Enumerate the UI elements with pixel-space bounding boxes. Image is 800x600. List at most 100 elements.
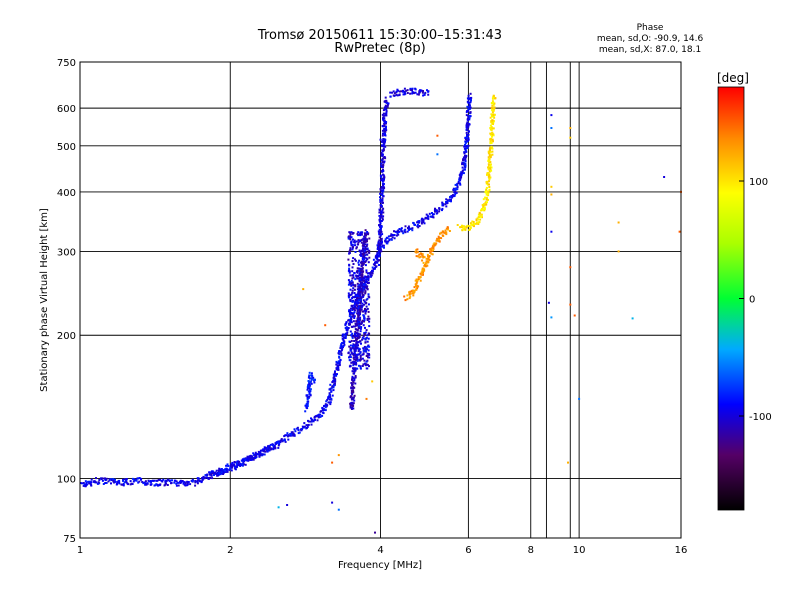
echo-point [319,415,322,418]
echo-point [345,332,347,335]
echo-point [171,479,173,482]
echo-point [347,292,350,295]
echo-point [308,385,311,388]
echo-point [355,354,358,356]
echo-point [381,233,384,236]
echo-point [366,231,369,233]
echo-point [359,354,362,357]
echo-point [316,419,319,422]
echo-point [391,91,393,94]
echo-point [358,336,361,338]
echo-point [358,284,361,287]
echo-point [411,227,414,230]
echo-point [426,89,428,92]
echo-point [569,127,572,129]
echo-point [352,345,355,348]
echo-point [395,93,398,96]
echo-point [359,356,362,359]
echo-point [361,291,364,294]
echo-point [368,317,371,320]
echo-point [352,368,355,371]
echo-point [352,296,354,299]
echo-point [358,289,361,291]
echo-point [161,480,164,483]
echo-point [217,474,219,477]
echo-point [360,306,363,309]
echo-point [97,481,100,484]
echo-point [183,481,186,484]
echo-point [362,349,365,352]
echo-point [329,395,332,398]
echo-point [214,471,217,474]
echo-point [365,257,368,260]
echo-point [360,269,363,272]
echo-point [357,344,359,347]
echo-point [383,134,386,136]
echo-point [105,482,108,484]
echo-point [415,255,418,258]
echo-point [392,234,395,237]
echo-point [420,252,423,255]
echo-point [489,164,492,167]
echo-point [446,226,449,229]
echo-point [355,303,358,306]
echo-point [366,288,369,291]
echo-point [351,289,354,292]
echo-point [353,379,356,382]
echo-point [430,248,433,251]
echo-point [477,213,480,216]
echo-point [357,234,360,237]
echo-point [207,477,210,480]
echo-point [422,220,425,222]
echo-point [489,127,492,129]
echo-point [341,337,344,340]
echo-point [148,480,151,483]
echo-point [366,319,369,321]
echo-point [380,189,383,192]
echo-point [380,241,383,244]
echo-point [438,210,441,213]
echo-point [417,255,420,258]
echo-point [396,94,399,97]
echo-point [467,133,470,136]
echo-point [302,288,305,291]
echo-point [365,397,368,400]
echo-point [463,168,466,171]
echo-point [456,224,459,226]
echo-point [277,446,280,449]
echo-point [98,479,101,481]
echo-point [354,285,357,288]
echo-point [337,368,340,371]
echo-point [306,398,309,401]
echo-point [380,154,383,157]
echo-point [350,386,353,389]
echo-point [123,478,126,481]
echo-point [243,463,245,466]
echo-point [382,112,385,115]
echo-point [90,483,92,486]
echo-point [393,234,396,237]
echo-point [165,480,168,482]
echo-point [463,145,466,148]
echo-point [265,447,268,450]
echo-point [385,240,388,243]
echo-point [352,263,355,265]
echo-point [218,473,221,476]
echo-point [464,143,466,146]
echo-point [384,240,387,243]
echo-point [370,274,373,277]
echo-point [468,108,471,110]
echo-point [360,271,363,273]
echo-point [436,211,439,214]
echo-point [333,379,336,382]
echo-point [361,249,364,252]
echo-point [365,305,368,308]
echo-point [479,218,482,221]
echo-point [349,406,352,409]
echo-point [383,176,386,179]
echo-point [389,234,392,237]
echo-point [490,126,493,129]
echo-point [365,251,368,254]
echo-point [368,333,371,335]
echo-point [362,253,365,256]
